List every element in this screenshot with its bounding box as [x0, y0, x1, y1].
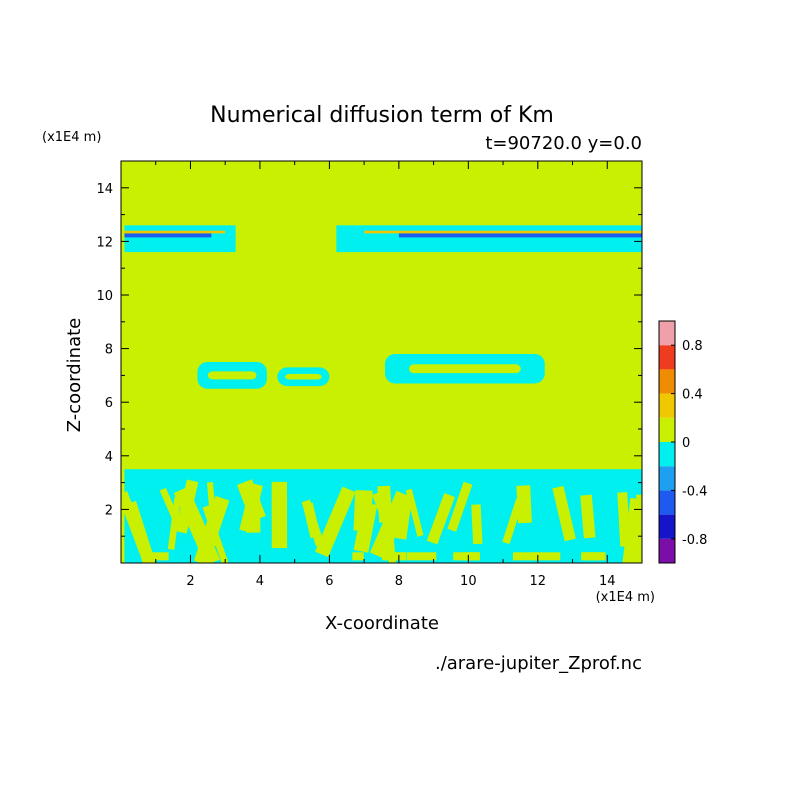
lower-layer-streak	[512, 552, 539, 561]
lower-layer-streak	[516, 485, 532, 524]
region-upper-band-core-left	[124, 233, 212, 238]
lower-layer-streak	[406, 552, 437, 561]
lower-layer-streak	[352, 552, 364, 561]
lower-layer-streak	[462, 552, 480, 561]
footer-filename: ./arare-jupiter_Zprof.nc	[435, 653, 642, 674]
y-axis-ticks: 2 4 6 8 10 12 14	[96, 182, 642, 537]
x-tick-label: 4	[256, 574, 264, 589]
lower-layer-streak	[236, 479, 266, 522]
lower-layer-streak	[175, 479, 199, 534]
region-upper-band-positive-right	[364, 230, 642, 234]
colorbar-swatch	[659, 369, 675, 394]
contour-fill	[121, 225, 642, 563]
lower-layer-streak	[206, 481, 219, 547]
region-mid-blob-left-inner	[207, 371, 257, 380]
region-upper-band-positive-left	[124, 230, 226, 234]
x-tick-label: 8	[395, 574, 403, 589]
colorbar-tick-label: -0.4	[682, 484, 707, 499]
lower-layer-streak	[124, 500, 160, 563]
region-upper-band-right	[336, 225, 642, 253]
x-axis-label: X-coordinate	[325, 613, 439, 634]
region-upper-band-left	[124, 225, 236, 253]
lower-layer-streak	[353, 502, 378, 553]
plot-frame	[120, 160, 643, 564]
lower-layer-streak	[447, 481, 473, 532]
y-tick-label: 2	[105, 503, 113, 518]
x-tick-label: 2	[186, 574, 194, 589]
colorbar-swatch	[659, 442, 675, 467]
x-tick-label: 12	[530, 574, 547, 589]
region-mid-blob-right-inner	[408, 364, 521, 374]
lower-layer-streak	[384, 552, 404, 561]
colorbar: 0.8 0.4 0 -0.4 -0.8	[658, 320, 707, 564]
colorbar-tick-label: 0.4	[682, 388, 703, 403]
lower-layer-streak	[636, 494, 642, 563]
y-tick-label: 8	[105, 343, 113, 358]
colorbar-swatch	[659, 538, 675, 563]
lower-layer-streak	[580, 494, 596, 539]
colorbar-tick-label: -0.8	[682, 533, 707, 548]
lower-layer-streak	[151, 552, 169, 561]
lower-layer-streak	[369, 490, 413, 560]
colorbar-swatch	[659, 393, 675, 418]
lower-layer-streak	[315, 486, 356, 558]
lower-layer-streak	[552, 485, 576, 542]
colorbar-swatch	[659, 417, 675, 442]
lower-layer-streak	[581, 552, 606, 561]
x-tick-label: 14	[599, 574, 616, 589]
x-unit-label: (x1E4 m)	[596, 590, 655, 605]
y-axis-label: Z-coordinate	[64, 318, 85, 433]
lower-layer-streak	[271, 481, 288, 549]
y-tick-label: 10	[96, 289, 113, 304]
colorbar-tick-label: 0	[682, 436, 690, 451]
lower-layer-streak	[627, 552, 642, 561]
chart-subtitle: t=90720.0 y=0.0	[485, 133, 642, 154]
x-tick-label: 10	[460, 574, 477, 589]
chart-title: Numerical diffusion term of Km	[210, 103, 554, 128]
region-mid-blob-center-inner	[285, 373, 322, 380]
lower-layer-streak	[471, 504, 483, 545]
y-tick-label: 4	[105, 450, 113, 465]
colorbar-swatch	[659, 514, 675, 539]
colorbar-swatch	[659, 321, 675, 346]
colorbar-swatch	[659, 490, 675, 515]
y-tick-label: 6	[105, 396, 113, 411]
region-upper-band-core-right	[398, 233, 642, 238]
lower-layer-streak	[426, 493, 455, 545]
lower-layer-streak	[159, 487, 182, 528]
y-tick-label: 12	[96, 235, 113, 250]
x-tick-label: 6	[325, 574, 333, 589]
x-axis-ticks: 2 4 6 8 10 12 14	[155, 161, 616, 589]
colorbar-tick-label: 0.8	[682, 339, 703, 354]
lower-layer-streak	[502, 499, 524, 545]
plot-area	[120, 160, 643, 564]
y-unit-label: (x1E4 m)	[42, 130, 101, 145]
colorbar-swatch	[659, 345, 675, 370]
lower-layer-streak	[531, 552, 561, 561]
y-tick-label: 14	[96, 182, 113, 197]
colorbar-swatch	[659, 466, 675, 491]
lower-layer-streak	[301, 499, 325, 547]
